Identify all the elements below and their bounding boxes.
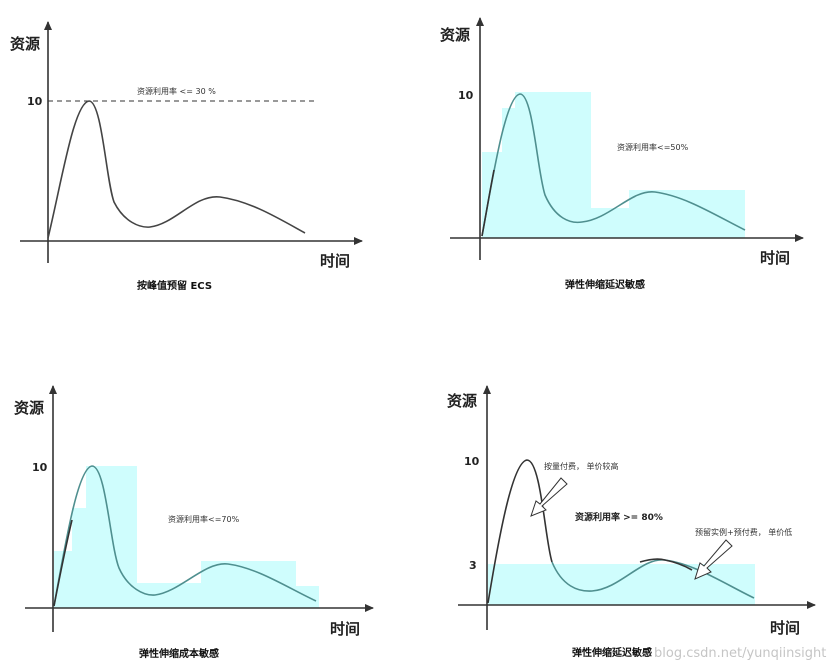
y-axis-label: 资源 xyxy=(447,392,477,410)
capacity-block xyxy=(482,152,504,238)
capacity-block xyxy=(54,551,76,608)
y-axis-label: 资源 xyxy=(440,26,470,44)
x-axis-label: 时间 xyxy=(330,620,360,638)
tick-label-3: 3 xyxy=(469,559,477,572)
capacity-block xyxy=(591,208,631,238)
panel-peak-reservation: 资源 时间 10 资源利用率 <= 30 % 按峰值预留 ECS xyxy=(10,21,363,292)
utilization-annotation: 资源利用率 <= 30 % xyxy=(137,86,216,96)
x-axis-label: 时间 xyxy=(760,249,790,267)
demand-curve-dark-segment xyxy=(53,519,73,607)
panel-elastic-latency-sensitive: 资源 时间 10 资源利用率<=50% 弹性伸缩延迟敏感 xyxy=(440,17,804,291)
demand-curve-dark-segment xyxy=(481,169,495,237)
panel-caption: 弹性伸缩延迟敏感 xyxy=(572,646,652,659)
utilization-annotation: 资源利用率<=70% xyxy=(168,514,240,524)
reserved-pointer-arrow xyxy=(694,539,733,580)
demand-curve xyxy=(481,93,746,237)
capacity-block xyxy=(72,508,88,608)
reserved-annotation: 预留实例+预付费， 单价低 xyxy=(695,527,792,537)
utilization-annotation: 资源利用率<=50% xyxy=(617,142,689,152)
panel-elastic-cost-sensitive: 资源 时间 10 资源利用率<=70% 弹性伸缩成本敏感 xyxy=(14,385,374,660)
panel-caption: 弹性伸缩成本敏感 xyxy=(139,647,219,660)
panel-reserved-plus-on-demand: 资源 时间 10 3 按量付费， 单价较高 资源利用率 >= 80% 预留实例+… xyxy=(447,385,816,659)
demand-curve-lower xyxy=(551,559,755,599)
watermark: blog.csdn.net/yunqiinsight xyxy=(654,646,826,661)
tick-label-10: 10 xyxy=(32,461,48,474)
utilization-annotation: 资源利用率 >= 80% xyxy=(575,511,663,523)
capacity-block xyxy=(137,583,203,608)
tick-label-10: 10 xyxy=(464,455,480,468)
demand-curve xyxy=(53,465,317,607)
capacity-block xyxy=(515,92,591,238)
capacity-block xyxy=(629,190,745,238)
panel-caption: 弹性伸缩延迟敏感 xyxy=(565,278,645,291)
demand-curve xyxy=(47,100,306,239)
panel-caption: 按峰值预留 ECS xyxy=(137,279,212,292)
y-axis-label: 资源 xyxy=(10,35,40,53)
on-demand-annotation: 按量付费， 单价较高 xyxy=(544,461,619,471)
x-axis-label: 时间 xyxy=(770,619,800,637)
tick-label-10: 10 xyxy=(458,89,474,102)
demand-curve-upper xyxy=(487,459,553,604)
reserved-capacity-block xyxy=(488,564,755,605)
y-axis-label: 资源 xyxy=(14,399,44,417)
x-axis-label: 时间 xyxy=(320,252,350,270)
capacity-block xyxy=(502,108,516,238)
demand-curve-dark-hump xyxy=(639,558,693,571)
tick-label-10: 10 xyxy=(27,95,43,108)
on-demand-pointer-arrow xyxy=(530,477,568,517)
